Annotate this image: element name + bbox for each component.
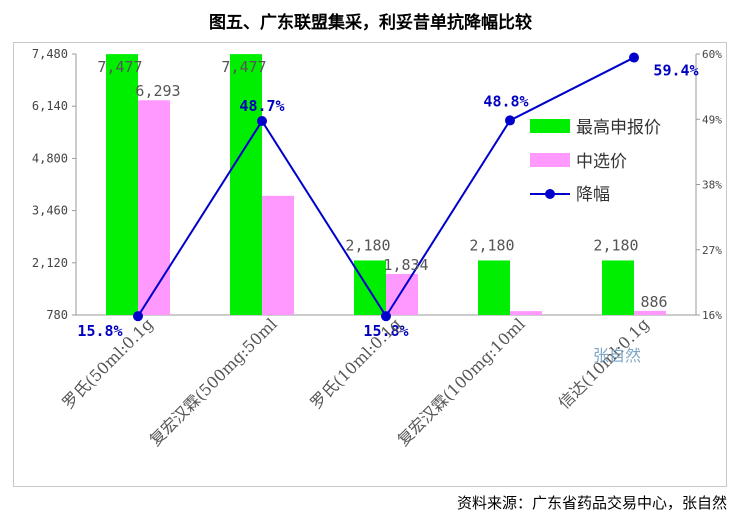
legend-label-drop: 降幅 xyxy=(576,185,610,205)
y-left-tick-label: 2,120 xyxy=(32,256,68,270)
bar-value-label-max-price: 2,180 xyxy=(345,236,390,254)
drop-marker xyxy=(257,116,267,127)
bar-value-label-selected-price: 886 xyxy=(640,293,667,311)
bar-selected-price xyxy=(510,311,542,315)
legend-swatch-selected-price xyxy=(530,153,570,167)
bar-value-label-max-price: 2,180 xyxy=(593,236,638,254)
chart-title: 图五、广东联盟集采，利妥昔单抗降幅比较 xyxy=(209,13,532,33)
legend-marker-drop xyxy=(545,189,555,199)
drop-marker xyxy=(629,52,639,63)
bar-max-price xyxy=(354,260,386,315)
drop-value-label: 15.8% xyxy=(77,322,122,340)
bar-max-price xyxy=(602,260,634,315)
drop-marker xyxy=(133,311,143,322)
bar-selected-price xyxy=(634,310,666,315)
bar-max-price xyxy=(230,54,262,315)
source-note: 资料来源：广东省药品交易中心，张自然 xyxy=(456,494,727,512)
drop-marker xyxy=(381,311,391,322)
y-right-tick-label: 60% xyxy=(702,48,722,61)
y-right-tick-label: 49% xyxy=(702,113,722,126)
legend-swatch-max-price xyxy=(530,119,570,133)
chart-frame xyxy=(13,42,727,487)
bar-value-label-max-price: 7,477 xyxy=(97,58,142,76)
drop-value-label: 48.7% xyxy=(239,97,284,115)
bar-value-label-selected-price: 1,834 xyxy=(383,256,428,274)
category-label: 复宏汉霖(100mg:10ml xyxy=(394,314,529,449)
drop-marker xyxy=(505,115,515,126)
y-left-tick-label: 3,460 xyxy=(32,204,68,218)
bar-selected-price xyxy=(262,195,294,315)
bar-max-price xyxy=(106,54,138,315)
bar-value-label-selected-price: 6,293 xyxy=(135,82,180,100)
watermark-text: 张自然 xyxy=(593,346,641,365)
y-left-tick-label: 4,800 xyxy=(32,151,68,165)
drop-value-label: 15.8% xyxy=(363,322,408,340)
legend-label-selected-price: 中选价 xyxy=(576,152,627,172)
bar-selected-price xyxy=(138,100,170,315)
category-label: 复宏汉霖(500mg:50ml xyxy=(146,314,281,449)
drop-value-label: 48.8% xyxy=(483,92,528,110)
y-right-tick-label: 38% xyxy=(702,179,722,192)
drop-value-label: 59.4% xyxy=(653,62,698,80)
bar-value-label-max-price: 2,180 xyxy=(469,236,514,254)
legend-label-max-price: 最高申报价 xyxy=(576,118,661,138)
bar-value-label-max-price: 7,477 xyxy=(221,58,266,76)
y-left-tick-label: 780 xyxy=(46,308,68,322)
y-left-tick-label: 7,480 xyxy=(32,47,68,61)
y-left-tick-label: 6,140 xyxy=(32,99,68,113)
y-right-tick-label: 27% xyxy=(702,244,722,257)
category-label: 罗氏(10ml:0.1g xyxy=(307,314,405,412)
bar-max-price xyxy=(478,260,510,315)
y-right-tick-label: 16% xyxy=(702,309,722,322)
